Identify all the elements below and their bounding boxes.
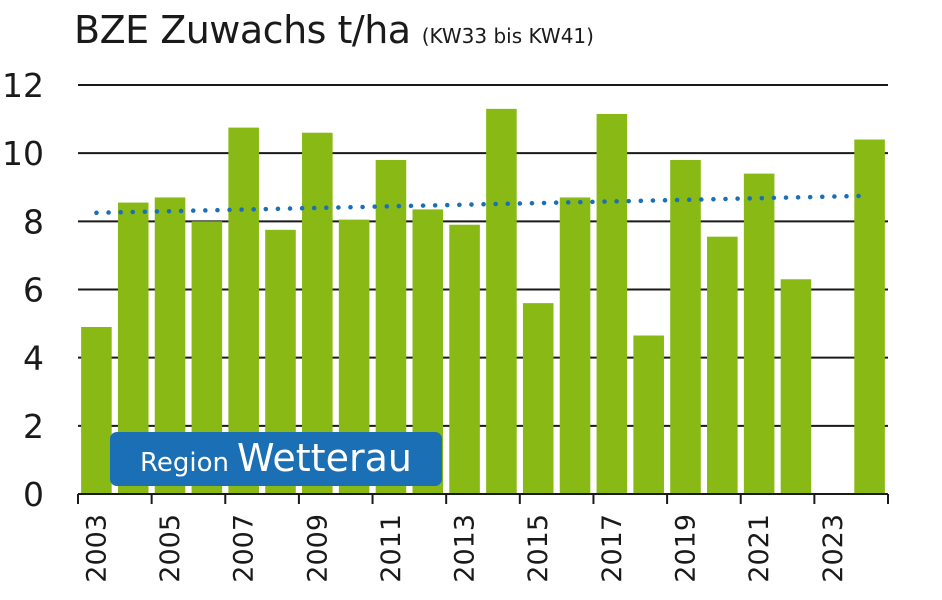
bar-2003 [81, 326, 112, 494]
y-tick-label: 0 [23, 475, 44, 514]
y-tick-label: 2 [23, 407, 44, 446]
bar-2016 [559, 197, 591, 494]
bar-2015 [522, 303, 554, 494]
y-tick-label: 6 [23, 271, 44, 310]
region-badge: Region Wetterau [110, 432, 442, 486]
bar-2024 [854, 139, 885, 495]
region-name: Wetterau [237, 436, 412, 480]
y-tick-label: 4 [23, 339, 44, 378]
bar-2020 [707, 236, 738, 494]
y-tick-label: 8 [23, 202, 44, 241]
y-tick-label: 10 [2, 134, 44, 173]
x-tick-label: 2019 [671, 514, 702, 583]
x-tick-label: 2017 [597, 514, 628, 583]
x-tick-label: 2015 [523, 514, 554, 583]
x-tick-label: 2003 [81, 514, 112, 583]
bar-2014 [486, 108, 517, 494]
x-tick-label: 2013 [450, 514, 481, 583]
chart-title-row: BZE Zuwachs t/ha (KW33 bis KW41) [74, 8, 594, 58]
bar-2019 [670, 159, 701, 494]
x-tick-label: 2021 [744, 514, 775, 583]
bar-2017 [596, 113, 628, 495]
x-tick-label: 2005 [155, 514, 186, 583]
bar-2013 [449, 224, 480, 494]
trend-line [94, 193, 872, 216]
chart-title: BZE Zuwachs t/ha [74, 8, 411, 52]
chart-subtitle: (KW33 bis KW41) [421, 24, 594, 48]
y-tick-label: 12 [2, 66, 44, 105]
x-tick-label: 2007 [229, 514, 260, 583]
bar-2021 [743, 173, 775, 494]
bar-2022 [780, 279, 812, 494]
x-tick-label: 2011 [376, 514, 407, 583]
bar-2018 [633, 335, 664, 494]
x-tick-label: 2009 [302, 514, 333, 583]
x-tick-label: 2023 [818, 514, 849, 583]
region-prefix: Region [140, 448, 230, 478]
